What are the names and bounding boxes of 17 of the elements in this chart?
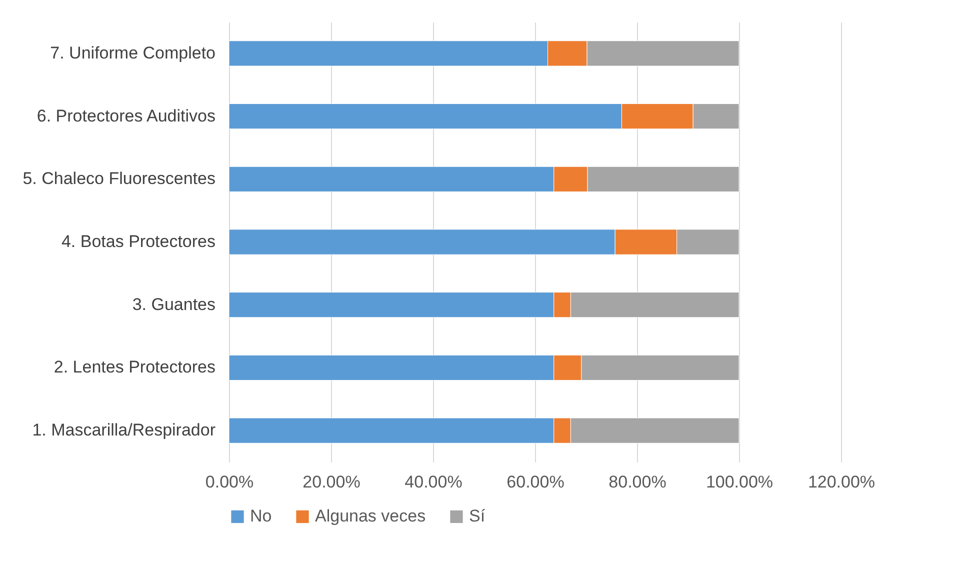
y-tick-label: 5. Chaleco Fluorescentes [22,169,216,188]
y-tick-label: 2. Lentes Protectores [54,358,216,377]
x-tick-label: 20.00% [302,472,360,492]
x-tick-label: 80.00% [608,472,666,492]
x-tick-label: 120.00% [808,472,876,492]
y-tick-label: 3. Guantes [132,294,216,314]
x-tick-label: 60.00% [506,472,564,492]
y-tick-label: 6. Protectores Auditivos [36,106,216,126]
y-tick-label: 7. Uniforme Completo [50,43,216,62]
x-tick-label: 0.00% [205,472,254,492]
x-tick-label: 40.00% [404,472,462,492]
x-tick-label: 100.00% [706,472,774,492]
legend-label: No [250,506,272,526]
legend-label: Sí [469,506,486,526]
legend-label: Algunas veces [315,506,426,526]
y-tick-label: 1. Mascarilla/Respirador [32,420,216,440]
y-tick-label: 4. Botas Protectores [61,232,216,251]
